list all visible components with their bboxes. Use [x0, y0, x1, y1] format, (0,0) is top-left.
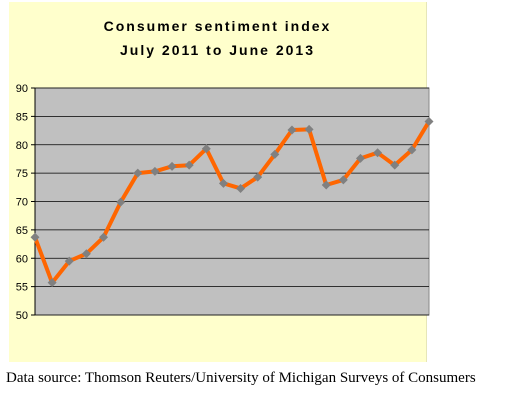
data-point: [304, 124, 314, 134]
data-point: [218, 178, 228, 188]
y-tick-label: 65: [16, 225, 28, 237]
data-point: [424, 116, 434, 126]
data-point: [253, 172, 263, 182]
chart-title: Consumer sentiment index: [103, 18, 332, 34]
data-point: [64, 256, 74, 266]
data-point: [321, 180, 331, 190]
data-point: [81, 249, 91, 259]
data-point: [407, 145, 417, 155]
data-point: [236, 183, 246, 193]
data-point: [201, 144, 211, 154]
y-tick-label: 75: [16, 168, 28, 180]
data-point: [30, 232, 40, 242]
y-tick-label: 70: [16, 197, 28, 209]
chart-subtitle: July 2011 to June 2013: [120, 42, 315, 58]
y-tick-label: 60: [16, 253, 28, 265]
data-point: [373, 148, 383, 158]
y-tick-label: 90: [16, 83, 28, 95]
data-source-note: Data source: Thomson Reuters/University …: [6, 370, 476, 386]
data-point: [338, 175, 348, 185]
y-tick-label: 80: [16, 140, 28, 152]
data-point: [99, 232, 109, 242]
data-point: [270, 149, 280, 159]
data-point: [390, 160, 400, 170]
data-point: [150, 166, 160, 176]
data-point: [116, 197, 126, 207]
data-point: [167, 161, 177, 171]
data-point: [133, 168, 143, 178]
data-point: [355, 153, 365, 163]
data-point: [184, 160, 194, 170]
y-tick-label: 55: [16, 282, 28, 294]
data-point: [47, 278, 57, 288]
data-point: [287, 125, 297, 135]
y-tick-label: 50: [16, 310, 28, 322]
y-tick-label: 85: [16, 111, 28, 123]
